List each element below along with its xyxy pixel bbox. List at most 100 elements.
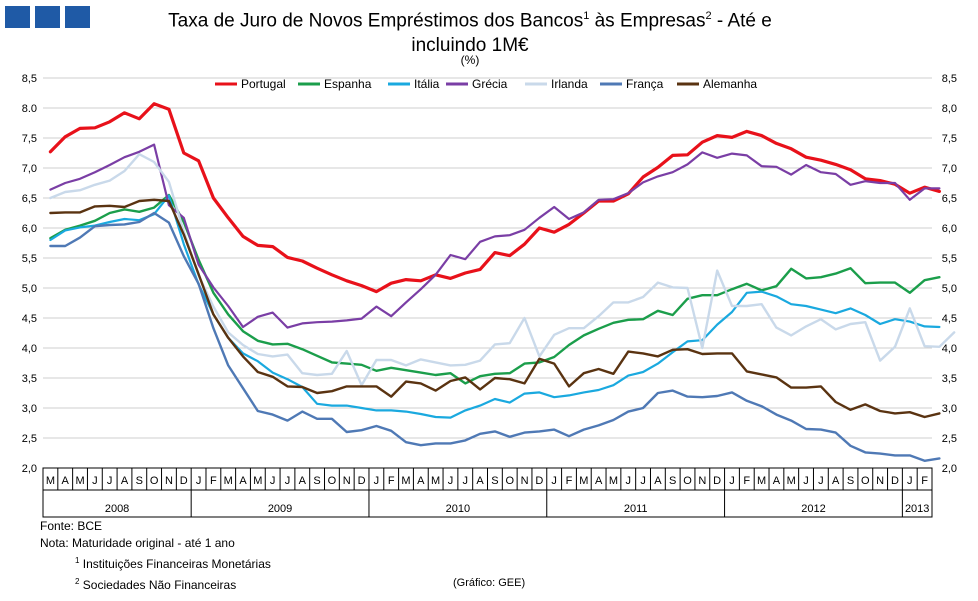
month-label: J bbox=[448, 475, 454, 487]
month-label: F bbox=[566, 475, 573, 487]
month-label: M bbox=[757, 475, 766, 487]
year-label: 2012 bbox=[801, 503, 825, 515]
logo-block-1 bbox=[5, 6, 30, 28]
month-label: J bbox=[803, 475, 809, 487]
y-tick-label-right: 4,5 bbox=[942, 313, 957, 325]
footnote-1-marker: 1 bbox=[75, 556, 80, 565]
footnote-2-text: Sociedades Não Financeiras bbox=[82, 578, 237, 592]
y-tick-label-left: 6,0 bbox=[22, 223, 37, 235]
month-label: J bbox=[729, 475, 735, 487]
month-label: A bbox=[654, 475, 662, 487]
month-label: J bbox=[551, 475, 557, 487]
series-line-espanha bbox=[49, 193, 941, 385]
legend-label: Espanha bbox=[324, 77, 372, 91]
title-sup-1: 1 bbox=[583, 10, 590, 22]
year-label: 2009 bbox=[268, 503, 292, 515]
year-label: 2010 bbox=[446, 503, 470, 515]
y-tick-label-left: 7,0 bbox=[22, 163, 37, 175]
year-label: 2008 bbox=[105, 503, 129, 515]
month-label: D bbox=[535, 475, 543, 487]
month-label: A bbox=[121, 475, 129, 487]
month-label: M bbox=[787, 475, 796, 487]
month-label: N bbox=[343, 475, 351, 487]
legend-label: Irlanda bbox=[551, 77, 588, 91]
month-label: F bbox=[743, 475, 750, 487]
month-label: J bbox=[818, 475, 824, 487]
y-tick-label-right: 2,0 bbox=[942, 463, 957, 475]
month-label: S bbox=[669, 475, 676, 487]
chart-unit-label: (%) bbox=[460, 53, 480, 67]
legend-label: Grécia bbox=[472, 77, 508, 91]
month-label: J bbox=[640, 475, 646, 487]
title-part-2: às Empresas bbox=[589, 10, 706, 32]
y-tick-label-right: 7,5 bbox=[942, 133, 957, 145]
month-label: J bbox=[907, 475, 913, 487]
legend-label: Itália bbox=[414, 77, 440, 91]
month-label: F bbox=[388, 475, 395, 487]
month-label: A bbox=[773, 475, 781, 487]
maturity-note: Nota: Maturidade original - até 1 ano bbox=[40, 536, 235, 550]
footnote-1: 1 Instituições Financeiras Monetárias bbox=[40, 552, 271, 573]
month-label: S bbox=[313, 475, 320, 487]
y-tick-label-left: 5,0 bbox=[22, 283, 37, 295]
series-line-portugal bbox=[48, 102, 942, 294]
y-tick-label-right: 7,0 bbox=[942, 163, 957, 175]
month-label: M bbox=[431, 475, 440, 487]
month-label: N bbox=[876, 475, 884, 487]
y-tick-label-left: 2,0 bbox=[22, 463, 37, 475]
title-part-3: - Até e bbox=[711, 10, 772, 32]
month-label: D bbox=[180, 475, 188, 487]
month-label: F bbox=[210, 475, 217, 487]
chart-title: Taxa de Juro de Novos Empréstimos dos Ba… bbox=[100, 4, 840, 58]
legend-label: Portugal bbox=[241, 77, 286, 91]
month-label: F bbox=[921, 475, 928, 487]
footnote-2: 2 Sociedades Não Financeiras bbox=[40, 573, 271, 594]
legend: Portugal Espanha Itália Grécia Irlanda França… bbox=[215, 77, 757, 91]
y-tick-label-left: 2,5 bbox=[22, 433, 37, 445]
gridlines bbox=[43, 77, 932, 469]
month-label: S bbox=[491, 475, 498, 487]
month-label: J bbox=[374, 475, 380, 487]
month-label: A bbox=[62, 475, 70, 487]
y-tick-label-left: 3,0 bbox=[22, 403, 37, 415]
month-label: A bbox=[417, 475, 425, 487]
y-tick-label-right: 5,0 bbox=[942, 283, 957, 295]
month-label: J bbox=[285, 475, 291, 487]
month-label: O bbox=[861, 475, 870, 487]
month-label: O bbox=[328, 475, 337, 487]
month-label: M bbox=[75, 475, 84, 487]
y-axis-labels: 2,0 2,0 2,5 2,5 3,0 3,0 3,5 3,5 4,0 4,0 4,5 4,5 5,0 5… bbox=[22, 73, 957, 475]
y-tick-label-left: 3,5 bbox=[22, 373, 37, 385]
gee-logo bbox=[5, 6, 90, 28]
y-tick-label-right: 8,5 bbox=[942, 73, 957, 85]
chart-notes: Fonte: BCE Nota: Maturidade original - a… bbox=[40, 518, 271, 594]
year-label: 2011 bbox=[624, 503, 648, 515]
legend-label: França bbox=[626, 77, 664, 91]
month-label: D bbox=[358, 475, 366, 487]
y-tick-label-left: 6,5 bbox=[22, 193, 37, 205]
y-tick-label-right: 6,5 bbox=[942, 193, 957, 205]
series-line-alemanha bbox=[49, 198, 941, 419]
month-label: D bbox=[891, 475, 899, 487]
chart-title-line-2: incluindo 1M€ bbox=[411, 35, 529, 57]
month-label: M bbox=[253, 475, 262, 487]
month-label: J bbox=[270, 475, 276, 487]
legend-label: Alemanha bbox=[703, 77, 757, 91]
month-label: O bbox=[505, 475, 514, 487]
month-label: J bbox=[107, 475, 113, 487]
y-tick-label-left: 5,5 bbox=[22, 253, 37, 265]
y-tick-label-right: 3,5 bbox=[942, 373, 957, 385]
y-tick-label-right: 6,0 bbox=[942, 223, 957, 235]
footnote-1-text: Instituições Financeiras Monetárias bbox=[82, 557, 271, 571]
logo-block-3 bbox=[65, 6, 90, 28]
series-lines bbox=[48, 102, 956, 462]
source-note: Fonte: BCE bbox=[40, 519, 103, 533]
month-label: J bbox=[92, 475, 98, 487]
month-label: S bbox=[136, 475, 143, 487]
month-label: S bbox=[847, 475, 854, 487]
series-line-frança bbox=[49, 211, 941, 462]
series-line-irlanda bbox=[49, 152, 956, 387]
y-tick-label-right: 3,0 bbox=[942, 403, 957, 415]
